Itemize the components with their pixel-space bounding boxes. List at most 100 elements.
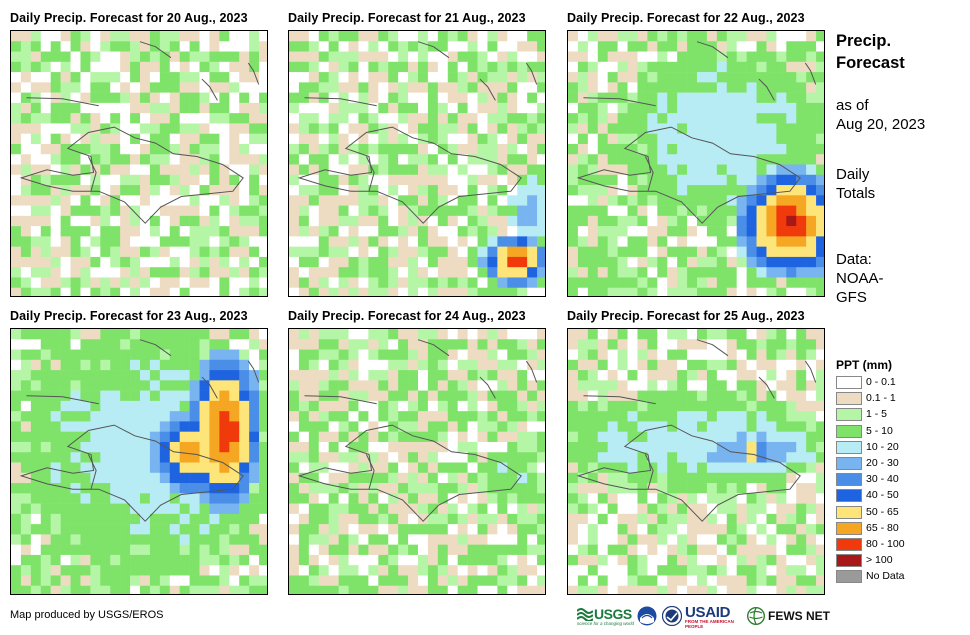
grid-cell — [577, 370, 589, 381]
grid-cell — [199, 102, 210, 114]
grid-cell — [726, 329, 737, 340]
grid-cell — [657, 205, 668, 217]
grid-cell — [50, 400, 61, 412]
grid-cell — [577, 585, 589, 594]
grid-cell — [70, 113, 81, 124]
grid-cell — [249, 143, 260, 155]
grid-cell — [110, 421, 121, 432]
grid-cell — [746, 215, 757, 227]
map-panel-22-aug[interactable] — [567, 30, 825, 297]
grid-cell — [697, 143, 708, 155]
grid-cell — [568, 421, 579, 432]
grid-cell — [447, 534, 458, 545]
grid-cell — [289, 585, 300, 594]
grid-cell — [328, 554, 339, 566]
grid-cell — [677, 72, 688, 83]
grid-cell — [697, 493, 708, 504]
grid-cell — [110, 287, 121, 296]
grid-cell — [697, 154, 708, 165]
grid-cell — [806, 287, 817, 296]
coastline-fragment — [139, 41, 172, 59]
grid-cell — [50, 513, 61, 525]
grid-cell — [100, 534, 111, 545]
grid-cell — [318, 380, 329, 391]
grid-cell — [398, 51, 409, 63]
grid-cell — [706, 185, 718, 196]
grid-cell — [209, 380, 220, 391]
grid-cell — [229, 400, 240, 412]
usaid-seal[interactable] — [662, 602, 684, 630]
grid-cell — [568, 72, 579, 83]
map-panel-25-aug[interactable] — [567, 328, 825, 595]
grid-cell — [298, 51, 310, 63]
grid-cell — [388, 493, 399, 504]
grid-cell — [716, 359, 728, 371]
grid-cell — [497, 277, 508, 289]
grid-cell — [746, 565, 757, 576]
grid-cell — [776, 390, 787, 402]
coastline-fragment — [696, 339, 729, 357]
grid-cell — [338, 123, 349, 134]
grid-cell — [140, 524, 151, 535]
grid-cell — [467, 82, 478, 93]
grid-cell — [806, 195, 817, 206]
grid-cell — [736, 226, 747, 237]
grid-cell — [90, 493, 101, 504]
grid-cell — [219, 113, 230, 124]
grid-cell — [298, 185, 310, 196]
usaid-logo[interactable]: USAID FROM THE AMERICAN PEOPLE — [685, 602, 747, 630]
grid-cell — [517, 256, 528, 268]
grid-cell — [199, 329, 210, 340]
grid-cell — [60, 534, 71, 545]
grid-cell — [447, 503, 458, 515]
grid-cell — [657, 82, 668, 93]
grid-cell — [786, 452, 797, 463]
grid-cell — [507, 236, 518, 247]
usgs-logo[interactable]: USGS science for a changing world — [577, 602, 635, 630]
map-panel-21-aug[interactable] — [288, 30, 546, 297]
map-panel-20-aug[interactable] — [10, 30, 268, 297]
grid-cell — [219, 164, 230, 176]
grid-cell — [289, 123, 300, 134]
grid-cell — [497, 390, 508, 402]
grid-cell — [20, 359, 32, 371]
grid-cell — [239, 411, 250, 422]
grid-cell — [477, 92, 488, 104]
grid-cell — [527, 51, 538, 63]
grid-cell — [786, 565, 797, 576]
grid-cell — [149, 575, 161, 587]
fewsnet-logo[interactable]: FEWS NET — [747, 602, 837, 630]
grid-cell — [447, 215, 458, 227]
grid-cell — [50, 102, 61, 114]
grid-cell — [398, 400, 409, 412]
grid-cell — [706, 452, 718, 463]
grid-cell — [130, 51, 141, 63]
grid-cell — [229, 236, 240, 247]
grid-cell — [447, 143, 458, 155]
grid-cell — [348, 143, 359, 155]
grid-cell — [328, 462, 339, 474]
grid-cell — [816, 133, 824, 145]
grid-cell — [627, 143, 638, 155]
grid-cell — [477, 246, 488, 258]
grid-cell — [418, 493, 429, 504]
grid-cell — [70, 256, 81, 268]
grid-cell — [437, 554, 449, 566]
grid-cell — [398, 195, 409, 206]
grid-cell — [706, 256, 718, 268]
grid-cell — [487, 472, 498, 484]
grid-cell — [756, 185, 767, 196]
grid-cell — [418, 554, 429, 566]
grid-cell — [726, 483, 737, 494]
grid-cell — [328, 164, 339, 176]
grid-cell — [408, 554, 419, 566]
noaa-logo[interactable] — [637, 602, 659, 630]
grid-cell — [786, 92, 797, 104]
grid-cell — [130, 483, 141, 494]
map-panel-24-aug[interactable] — [288, 328, 546, 595]
map-panel-23-aug[interactable] — [10, 328, 268, 595]
grid-cell — [259, 256, 267, 268]
grid-cell — [50, 123, 61, 134]
grid-cell — [437, 452, 449, 463]
grid-cell — [776, 339, 787, 350]
